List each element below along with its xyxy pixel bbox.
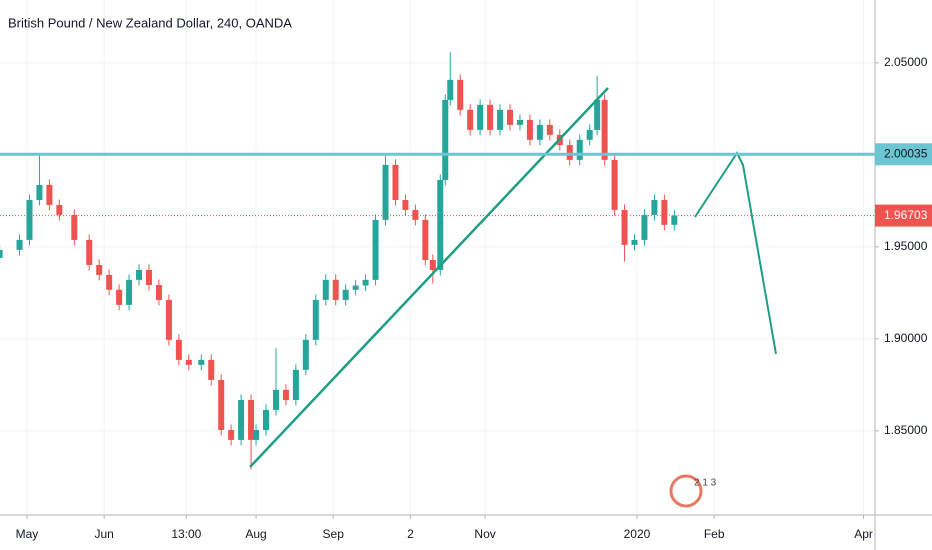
candle-body — [457, 79, 464, 110]
candle-body — [86, 239, 93, 265]
candle-body — [352, 285, 359, 290]
candle-body — [526, 119, 533, 140]
x-tick-label: Feb — [704, 527, 725, 541]
candle-body — [516, 119, 523, 125]
candle-body — [342, 289, 349, 300]
x-tick-label: Aug — [245, 527, 266, 541]
candle-body — [292, 369, 299, 401]
candle-body — [272, 389, 279, 410]
candle-body — [487, 104, 494, 130]
y-tick-label: 1.85000 — [884, 423, 928, 437]
candle-body — [601, 99, 608, 160]
x-tick-label: 2020 — [624, 527, 651, 541]
candle-body — [36, 184, 43, 201]
candle-body — [136, 269, 143, 280]
candle-body — [16, 239, 23, 250]
candle-body — [56, 204, 63, 215]
candle-body — [382, 164, 389, 220]
candle-body — [631, 239, 638, 245]
candle-body — [0, 249, 3, 258]
candle-body — [238, 400, 245, 440]
last-price-box — [875, 204, 932, 227]
candle-body — [71, 214, 78, 240]
candle-body — [497, 109, 504, 130]
overlay — [0, 152, 875, 217]
candle-body — [248, 400, 255, 440]
x-tick-label: Sep — [323, 527, 345, 541]
candle-body — [477, 104, 484, 130]
candle-body — [566, 144, 573, 160]
candle-body — [586, 129, 593, 140]
candle-body — [546, 124, 553, 135]
x-tick-label: Jun — [94, 527, 113, 541]
trend-line — [249, 87, 609, 468]
last-price-label: 1.96703 — [884, 208, 928, 222]
candle-body — [661, 200, 668, 225]
candle-body — [611, 159, 618, 210]
candle-body — [392, 164, 399, 201]
y-tick-label: 2.05000 — [884, 55, 928, 69]
candle-body — [185, 359, 192, 365]
candle-body — [253, 429, 260, 440]
candle-body — [372, 219, 379, 280]
candle-body — [175, 339, 182, 360]
candle-body — [322, 279, 329, 300]
candle-body — [332, 279, 339, 300]
x-tick-label: 2 — [407, 527, 414, 541]
candle-body — [302, 339, 309, 370]
candle-body — [467, 109, 474, 130]
candle-body — [422, 219, 429, 260]
logo-ring — [669, 474, 703, 508]
logo: 2 1 3 — [669, 474, 717, 508]
candle-body — [126, 279, 133, 305]
x-tick-label: May — [16, 527, 39, 541]
candle-body — [155, 285, 162, 300]
candle-body — [46, 184, 53, 205]
candle-body — [447, 79, 454, 100]
candle-body — [145, 269, 152, 286]
x-tick-label: Apr — [854, 527, 873, 541]
logo-text: 2 1 3 — [694, 478, 717, 489]
candle-body — [96, 264, 103, 275]
candle-body — [576, 139, 583, 160]
candle-body — [621, 209, 628, 245]
chart-title: British Pound / New Zealand Dollar, 240,… — [8, 15, 292, 30]
candle-body — [536, 124, 543, 140]
candle-body — [116, 289, 123, 305]
candle-body — [165, 299, 172, 340]
x-tick-label: 13:00 — [171, 527, 201, 541]
candle-body — [208, 359, 215, 380]
level-label-box — [875, 143, 932, 166]
candle-body — [671, 215, 678, 225]
candle-body — [218, 379, 225, 430]
candle-body — [412, 209, 419, 220]
y-tick-label: 1.90000 — [884, 331, 928, 345]
x-tick-label: Nov — [474, 527, 495, 541]
candle-body — [312, 299, 319, 340]
candles — [0, 51, 678, 470]
candle-body — [282, 389, 289, 401]
candle-body — [442, 99, 449, 180]
level-label: 2.00035 — [884, 146, 928, 160]
candle-body — [198, 359, 205, 365]
candle-body — [26, 200, 33, 240]
candle-body — [402, 200, 409, 210]
candle-body — [429, 259, 436, 270]
candle-body — [106, 274, 113, 290]
candle-body — [641, 214, 648, 240]
candle-body — [228, 429, 235, 440]
candle-body — [507, 109, 514, 125]
projection-line — [694, 150, 777, 355]
y-tick-label: 1.95000 — [884, 239, 928, 253]
candle-body — [594, 99, 601, 130]
candle-body — [362, 279, 369, 286]
candle-body — [263, 409, 270, 430]
grid — [0, 0, 875, 515]
candle-body — [437, 179, 444, 270]
candle-body — [651, 200, 658, 215]
